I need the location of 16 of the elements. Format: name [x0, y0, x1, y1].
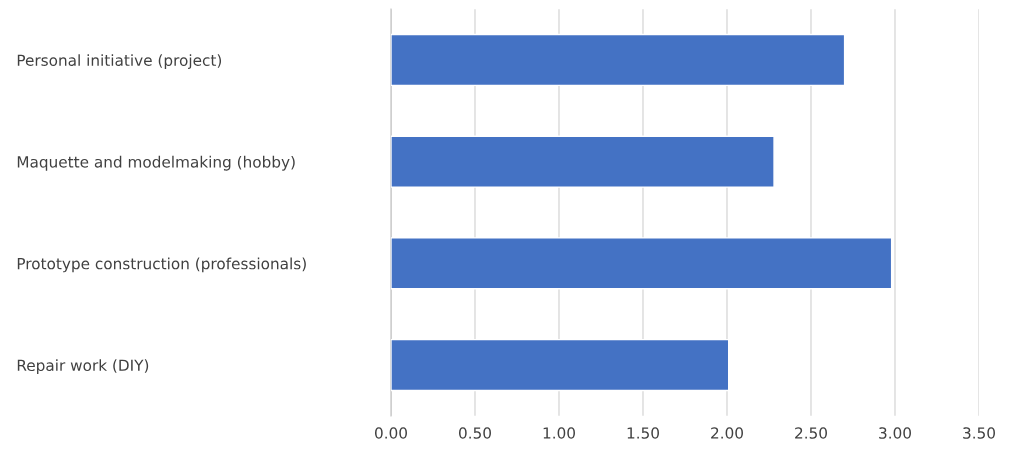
y-tick-label: Repair work (DIY): [17, 359, 149, 375]
bar: [391, 237, 893, 290]
bar: [391, 338, 730, 392]
x-tick-label: 0.00: [375, 427, 407, 439]
bar: [391, 135, 775, 188]
x-tick-label: 2.00: [711, 427, 743, 439]
x-tick-label: 3.00: [879, 427, 911, 439]
x-tick-label: 3.50: [963, 427, 995, 439]
x-tick-label: 0.50: [459, 427, 491, 439]
x-tick-label: 1.00: [543, 427, 575, 439]
x-tick-label: 1.50: [627, 427, 659, 439]
x-tick-label: 2.50: [795, 427, 827, 439]
bar: [391, 33, 846, 87]
y-tick-label: Maquette and modelmaking (hobby): [17, 155, 295, 171]
y-tick-label: Prototype construction (professionals): [17, 257, 306, 273]
y-tick-label: Personal initiative (project): [17, 54, 222, 69]
